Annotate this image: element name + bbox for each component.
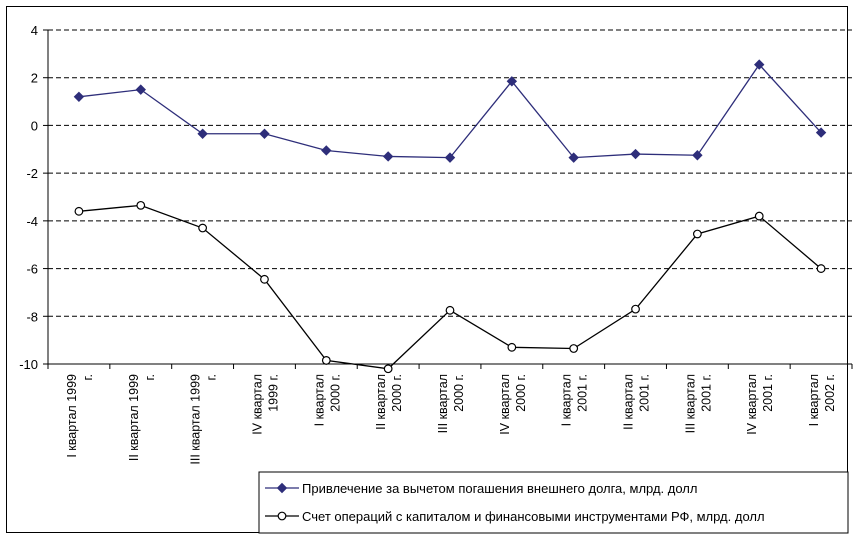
- x-tick-label: I квартал 2000 г.: [312, 374, 342, 426]
- x-tick-label-line: III квартал: [683, 374, 697, 433]
- y-tick-label: -10: [19, 357, 38, 372]
- x-tick-label-line: 2001 г.: [761, 374, 775, 412]
- x-tick-label: II квартал 2001 г.: [622, 374, 652, 430]
- x-tick-label: II квартал 1999 г.: [127, 374, 157, 461]
- y-tick-label: 2: [31, 71, 38, 86]
- data-point-diamond: [135, 84, 146, 95]
- x-tick-label-line: IV квартал: [250, 374, 264, 435]
- x-tick-label: IV квартал 2001 г.: [745, 374, 775, 435]
- data-point-circle: [569, 344, 579, 353]
- series-group: [73, 59, 827, 374]
- x-tick-label: II квартал 2000 г.: [374, 374, 404, 430]
- data-point-diamond: [321, 145, 332, 156]
- data-point-diamond: [506, 76, 518, 87]
- y-tick-label: -2: [26, 166, 38, 181]
- x-tick-label-line: I квартал: [312, 374, 326, 426]
- x-tick-label-line: III квартал: [436, 374, 450, 433]
- series-line: [78, 204, 822, 370]
- x-tick-label-line: II квартал: [374, 374, 388, 430]
- data-point-circle: [445, 305, 455, 315]
- x-tick-label-line: г.: [205, 374, 219, 381]
- data-point-diamond: [815, 127, 827, 138]
- data-point-circle: [631, 304, 640, 314]
- data-point-circle: [74, 206, 84, 216]
- data-point-circle: [277, 511, 287, 521]
- data-point-circle: [198, 223, 208, 233]
- data-point-circle: [507, 342, 517, 352]
- series-line: [78, 63, 822, 159]
- x-tick-label: III квартал 1999 г.: [189, 374, 219, 465]
- data-point-diamond: [382, 151, 394, 162]
- y-tick-label: 4: [31, 23, 38, 38]
- data-point-circle: [816, 264, 826, 273]
- data-point-diamond: [568, 152, 579, 163]
- x-tick-label-line: III квартал 1999: [189, 374, 203, 465]
- data-point-diamond: [197, 128, 208, 139]
- data-point-diamond: [754, 59, 765, 70]
- x-tick-label-line: г.: [143, 374, 157, 381]
- x-tick-label-line: г.: [81, 374, 95, 381]
- data-point-circle: [692, 229, 702, 239]
- data-point-diamond: [630, 148, 641, 160]
- x-tick-label: I квартал 2002 г.: [807, 374, 837, 426]
- y-tick-label: -4: [26, 214, 38, 229]
- data-point-circle: [136, 200, 146, 210]
- data-point-diamond: [73, 91, 85, 103]
- legend: Привлечение за вычетом погашения внешнег…: [258, 471, 849, 534]
- x-tick-label-line: I квартал: [560, 374, 574, 426]
- x-tick-label-line: 2001 г.: [638, 374, 652, 412]
- x-tick-label: I квартал 1999 г.: [65, 374, 95, 458]
- legend-label: Счет операций с капиталом и финансовыми …: [302, 509, 765, 524]
- x-tick-label-line: 2001 г.: [699, 374, 713, 412]
- data-point-circle: [260, 274, 269, 284]
- x-tick-label-line: IV квартал: [498, 374, 512, 435]
- x-tick-label: III квартал 2000 г.: [436, 374, 466, 433]
- gridlines: [48, 29, 852, 317]
- x-tick-label-line: 2000 г.: [514, 374, 528, 412]
- x-tick-label-line: II квартал 1999: [127, 374, 141, 461]
- x-tick-label-line: 2000 г.: [328, 374, 342, 412]
- x-axis: I квартал 1999 г. II квартал 1999 г. III ква…: [47, 363, 853, 465]
- data-point-diamond: [259, 128, 270, 139]
- data-point-circle: [383, 364, 393, 374]
- data-point-circle: [321, 356, 331, 365]
- y-tick-label: -8: [26, 309, 38, 324]
- x-tick-label-line: 1999 г.: [266, 374, 280, 412]
- series-1: [73, 59, 827, 163]
- x-tick-label: IV квартал 1999 г.: [250, 374, 280, 435]
- x-tick-label-line: 2000 г.: [452, 374, 466, 412]
- data-point-diamond: [276, 482, 288, 494]
- y-axis: -10 -8 -6 -4 -2 0 2 4: [19, 23, 49, 372]
- legend-box: [258, 471, 849, 534]
- x-tick-label-line: 2000 г.: [390, 374, 404, 412]
- x-tick-label: I квартал 2001 г.: [560, 374, 590, 426]
- data-point-diamond: [444, 152, 456, 163]
- y-tick-label: 0: [31, 118, 38, 133]
- x-tick-label: III квартал 2001 г.: [683, 374, 713, 433]
- data-point-diamond: [692, 150, 703, 161]
- x-tick-label-line: IV квартал: [745, 374, 759, 435]
- y-tick-label: -6: [26, 262, 38, 277]
- x-tick-label-line: I квартал 1999: [65, 374, 79, 458]
- x-tick-label: IV квартал 2000 г.: [498, 374, 528, 435]
- data-point-circle: [754, 211, 764, 221]
- legend-label: Привлечение за вычетом погашения внешнег…: [302, 481, 697, 496]
- x-tick-label-line: 2001 г.: [576, 374, 590, 412]
- x-tick-label-line: II квартал: [622, 374, 636, 430]
- x-tick-label-line: I квартал: [807, 374, 821, 426]
- x-tick-label-line: 2002 г.: [823, 374, 837, 412]
- series-2: [74, 200, 826, 374]
